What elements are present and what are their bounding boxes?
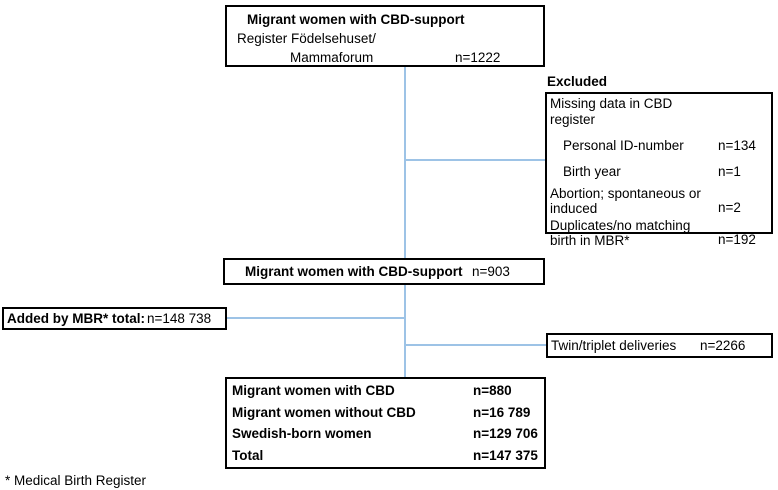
excluded-row-abortion: Abortion; spontaneous or induced n=2 (550, 186, 768, 216)
excluded-row-missing-data: Missing data in CBD register (550, 96, 768, 128)
connector-to-excluded (405, 159, 546, 161)
final-row-swedish-born: Swedish-born women n=129 706 (227, 423, 544, 445)
excluded-row-text: Personal ID-number (563, 138, 684, 153)
excluded-row-line1: Abortion; spontaneous or (550, 186, 701, 201)
excluded-row-text: Missing data in CBD register (550, 96, 673, 127)
added-box-n-value: n=148 738 (147, 311, 212, 326)
final-row-migrant-with-cbd: Migrant women with CBD n=880 (227, 380, 544, 402)
excluded-row-personal-id: Personal ID-number n=134 (550, 138, 768, 154)
connector-vertical-bottom (404, 285, 406, 377)
box-added-by-mbr: Added by MBR* total: n=148 738 (2, 307, 227, 330)
excluded-row-line1: Duplicates/no matching (550, 218, 691, 233)
final-row-n-value: n=16 789 (473, 404, 531, 420)
excluded-row-text: Birth year (563, 164, 621, 179)
twins-box-n-value: n=2266 (700, 338, 746, 353)
final-row-label: Total (232, 447, 264, 463)
excluded-row-line2: birth in MBR* (550, 233, 630, 248)
final-row-n-value: n=129 706 (473, 426, 538, 441)
final-row-total: Total n=147 375 (227, 445, 544, 467)
excluded-row-n-value: n=192 (718, 232, 756, 247)
top-box-title: Migrant women with CBD-support (247, 12, 465, 27)
top-box-subtitle2: Mammaforum (290, 50, 374, 65)
middle-box-title: Migrant women with CBD-support (245, 264, 463, 279)
middle-box-n-value: n=903 (472, 264, 510, 279)
connector-from-added-mbr (227, 317, 405, 319)
final-row-n-value: n=880 (473, 383, 512, 398)
connector-to-twins (405, 344, 547, 346)
final-row-n-value: n=147 375 (473, 447, 538, 463)
twins-box-title: Twin/triplet deliveries (551, 338, 677, 353)
final-row-migrant-without-cbd: Migrant women without CBD n=16 789 (227, 402, 544, 424)
excluded-row-text: Abortion; spontaneous or induced (550, 186, 718, 216)
excluded-row-line2: induced (550, 201, 598, 216)
final-row-label: Migrant women with CBD (232, 383, 395, 398)
excluded-row-text: Duplicates/no matching birth in MBR* (550, 218, 718, 248)
box-final-study-population: Migrant women with CBD n=880 Migrant wom… (225, 377, 546, 469)
box-migrant-cbd-support-after-exclusion: Migrant women with CBD-support n=903 (223, 258, 545, 285)
footnote-medical-birth-register: * Medical Birth Register (5, 473, 147, 488)
added-box-title: Added by MBR* total: (7, 311, 145, 326)
top-box-subtitle2-row: Mammaforum n=1222 (227, 48, 543, 67)
excluded-row-n-value: n=134 (718, 138, 756, 153)
box-excluded: Missing data in CBD register Personal ID… (545, 92, 773, 248)
top-box-subtitle: Register Födelsehuset/ (237, 31, 376, 46)
excluded-row-duplicates: Duplicates/no matching birth in MBR* n=1… (550, 218, 768, 248)
connector-vertical-top (404, 67, 406, 258)
final-row-label: Migrant women without CBD (232, 404, 416, 420)
final-row-label: Swedish-born women (232, 426, 372, 441)
top-box-n-value: n=1222 (455, 50, 501, 65)
box-migrant-cbd-support-initial: Migrant women with CBD-support Register … (225, 5, 545, 67)
excluded-row-n-value: n=1 (718, 164, 741, 179)
box-twin-triplet-deliveries: Twin/triplet deliveries n=2266 (546, 333, 773, 358)
excluded-row-birth-year: Birth year n=1 (550, 164, 768, 180)
excluded-row-n-value: n=2 (718, 200, 741, 215)
excluded-label: Excluded (547, 74, 608, 89)
